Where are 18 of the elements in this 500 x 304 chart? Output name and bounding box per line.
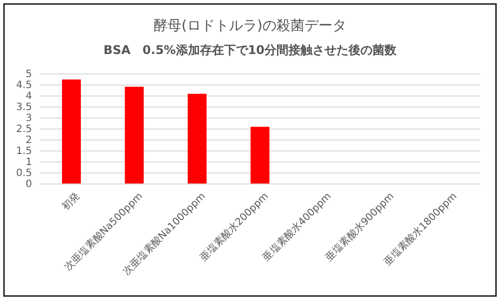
bar — [188, 94, 207, 184]
bar — [62, 80, 81, 184]
y-tick-label: 1 — [26, 157, 32, 168]
chart-title: 酵母(ロドトルラ)の殺菌データ — [154, 18, 346, 34]
bar — [124, 86, 144, 184]
y-tick-label: 0.5 — [16, 168, 32, 180]
y-tick-label: 1.5 — [16, 146, 32, 158]
y-tick-label: 4.5 — [16, 80, 32, 92]
y-tick-label: 2 — [26, 135, 32, 146]
bar — [250, 126, 270, 184]
y-tick-label: 3 — [26, 113, 32, 124]
x-tick-label: 初発 — [60, 190, 82, 213]
y-tick-label: 0 — [26, 179, 32, 190]
y-tick-label: 4 — [26, 91, 32, 102]
y-tick-label: 2.5 — [16, 124, 32, 136]
y-tick-label: 3.5 — [16, 102, 32, 114]
y-tick-label: 5 — [26, 69, 32, 80]
chart-subtitle: BSA 0.5%添加存在下で10分間接触させた後の菌数 — [103, 43, 398, 57]
